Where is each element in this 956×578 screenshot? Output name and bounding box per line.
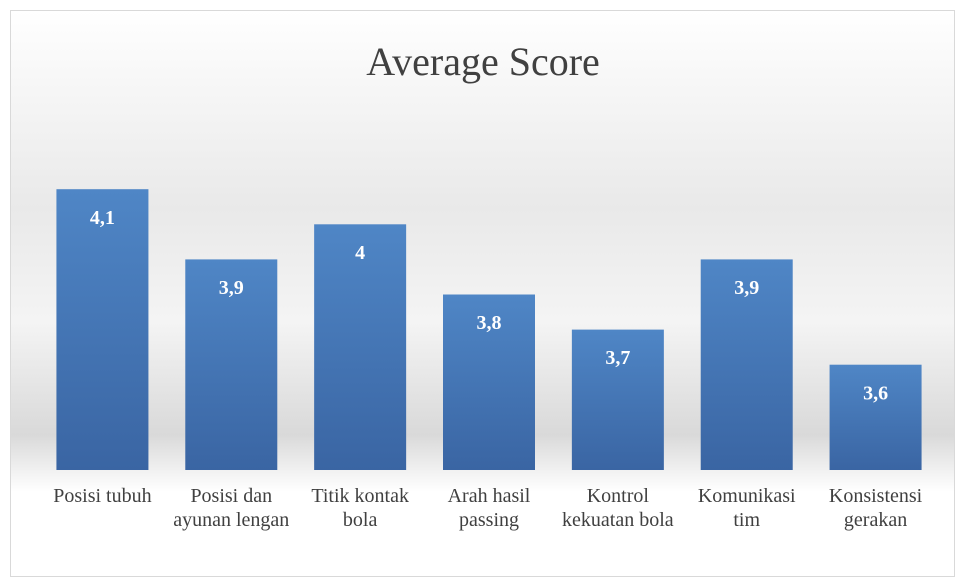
data-label: 3,8 <box>477 312 502 334</box>
label-line: bola <box>343 509 378 531</box>
data-label: 4 <box>355 242 365 264</box>
chart-frame <box>10 10 955 577</box>
bar <box>829 364 922 470</box>
x-tick-label: Posisi tubuh <box>53 485 151 507</box>
label-line: kekuatan bola <box>562 509 674 531</box>
bar <box>571 329 664 470</box>
label-line: Posisi tubuh <box>53 485 151 507</box>
label-line: Kontrol <box>587 485 650 507</box>
data-label: 4,1 <box>90 207 115 229</box>
bar <box>185 259 278 470</box>
bar <box>443 294 535 470</box>
x-tick-label: Arah hasil passing <box>448 485 531 531</box>
x-tick-label: Komunikasi tim <box>698 485 796 531</box>
label-line: Titik kontak <box>311 485 409 507</box>
bar <box>56 189 149 470</box>
label-line: passing <box>459 509 519 531</box>
x-tick-label: Konsistensi gerakan <box>829 485 923 531</box>
label-line: Arah hasil <box>448 485 531 507</box>
data-label: 3,6 <box>863 382 888 404</box>
x-tick-label: Posisi dan ayunan lengan <box>173 485 289 531</box>
chart-title: Average Score <box>366 39 600 84</box>
data-label: 3,9 <box>734 277 759 299</box>
label-line: Komunikasi <box>698 485 796 507</box>
bar <box>700 259 793 470</box>
data-label: 3,7 <box>605 347 630 369</box>
data-label: 3,9 <box>219 277 244 299</box>
label-line: Konsistensi <box>829 485 923 507</box>
label-line: gerakan <box>844 509 907 531</box>
x-tick-label: Titik kontak bola <box>311 485 409 531</box>
x-tick-label: Kontrol kekuatan bola <box>562 485 674 531</box>
label-line: Posisi dan <box>190 485 272 507</box>
label-line: ayunan lengan <box>173 509 289 531</box>
label-line: tim <box>733 509 760 531</box>
bar <box>314 224 407 470</box>
